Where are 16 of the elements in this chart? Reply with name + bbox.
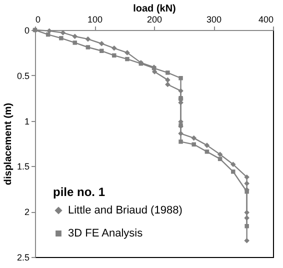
x-axis-title: load (kN) <box>133 4 176 14</box>
x-tick-label: 200 <box>146 14 162 24</box>
legend-label: Little and Briaud (1988) <box>68 204 182 216</box>
y-tick-label: 2.5 <box>16 252 30 262</box>
y-tick-label: 0 <box>24 26 30 36</box>
legend-title: pile no. 1 <box>53 185 106 199</box>
x-tick-label: 100 <box>87 14 103 24</box>
legend-label: 3D FE Analysis <box>68 228 144 240</box>
y-tick-label: 0.5 <box>16 70 30 81</box>
x-tick-label: 300 <box>206 14 222 24</box>
y-tick-label: 1 <box>24 116 30 126</box>
y-tick-label: 1.5 <box>16 162 30 172</box>
y-axis-title: displacement (m) <box>2 102 14 186</box>
x-tick-label: 400 <box>258 14 274 24</box>
y-tick-label: 2 <box>24 207 30 218</box>
x-tick-label: 0 <box>36 14 41 24</box>
